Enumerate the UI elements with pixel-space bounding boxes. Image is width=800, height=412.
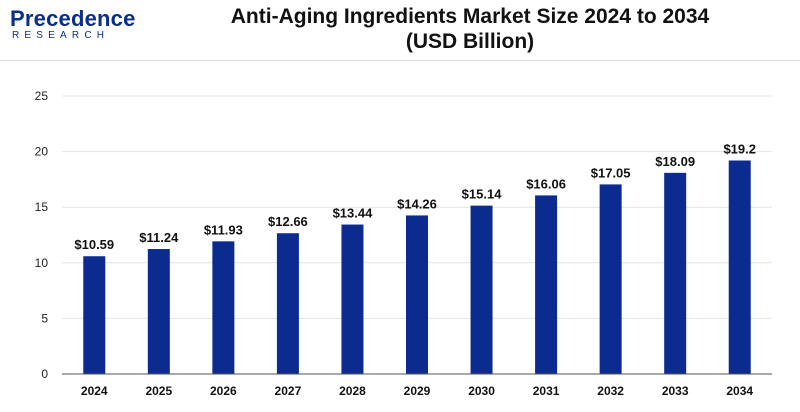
x-tick-label: 2028 [339,384,366,398]
bar [341,224,364,374]
x-tick-label: 2026 [210,384,237,398]
x-tick-label: 2029 [404,384,431,398]
y-tick-label: 10 [35,256,49,270]
data-label: $10.59 [74,237,114,252]
precedence-research-logo: Precedence RESEARCH [10,6,135,46]
bar [276,233,299,374]
data-label: $12.66 [268,214,308,229]
x-tick-label: 2027 [275,384,302,398]
bar [406,215,428,374]
bar [212,241,235,374]
bar [728,160,751,374]
y-tick-label: 20 [35,145,49,159]
logo-sub-text: RESEARCH [12,30,110,41]
y-tick-label: 0 [41,367,48,381]
bar [664,172,687,374]
y-tick-label: 5 [41,311,48,325]
header-divider [0,60,800,61]
bar [147,249,170,374]
chart-title: Anti-Aging Ingredients Market Size 2024 … [230,5,710,28]
x-tick-label: 2034 [726,384,753,398]
bar [535,195,558,374]
chart-header: Precedence RESEARCH Anti-Aging Ingredien… [0,0,800,60]
y-tick-label: 15 [35,200,49,214]
chart-subtitle: (USD Billion) [405,30,535,53]
x-tick-label: 2033 [662,384,689,398]
data-label: $11.24 [139,230,179,245]
data-label: $15.14 [462,187,503,202]
x-tick-label: 2032 [597,384,624,398]
data-label: $18.09 [655,154,695,169]
bar [599,184,622,374]
data-label: $13.44 [333,206,374,221]
logo-main-text: Precedence [10,6,136,31]
bar [470,205,493,374]
data-label: $19.2 [723,141,756,156]
bar [83,256,106,374]
data-label: $14.26 [397,196,437,211]
data-label: $16.06 [526,176,566,191]
data-label: $17.05 [591,165,631,180]
data-label: $11.93 [204,222,243,237]
x-tick-label: 2030 [468,384,495,398]
x-tick-label: 2031 [533,384,560,398]
x-tick-label: 2024 [81,384,108,398]
y-tick-label: 25 [35,89,49,103]
x-tick-label: 2025 [145,384,172,398]
